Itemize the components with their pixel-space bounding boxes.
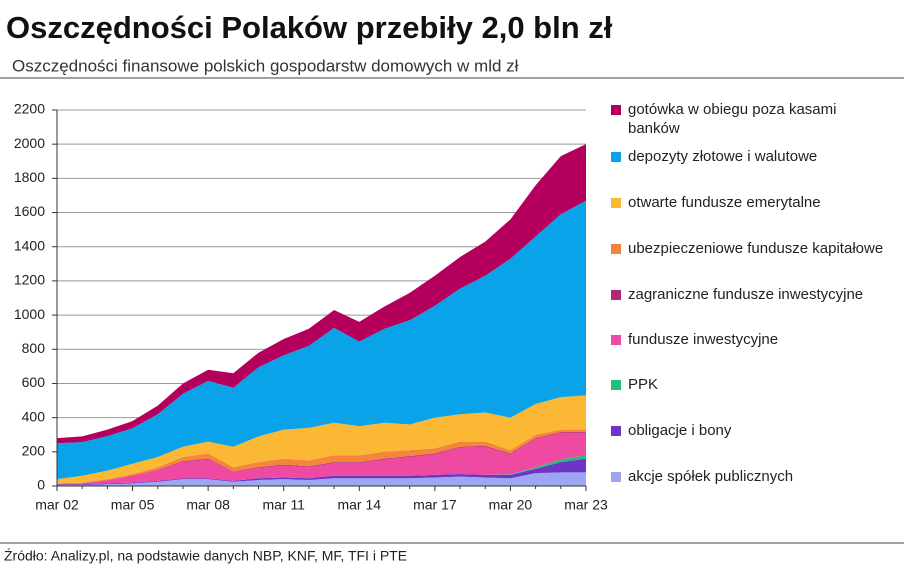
x-tick-label: mar 02 [35,497,79,513]
legend-swatch [611,152,621,162]
x-tick-label: mar 17 [413,497,457,513]
y-tick-label: 1400 [14,237,45,253]
legend-swatch [611,380,621,390]
legend-item: akcje spółek publicznych [611,467,890,486]
legend-item: PPK [611,375,890,394]
area [57,395,586,484]
legend-item: obligacje i bony [611,421,890,440]
legend-item: zagraniczne fundusze inwestycyjne [611,285,890,304]
legend-item: gotówka w obiegu poza kasami banków [611,100,890,138]
y-tick-label: 1000 [14,306,45,322]
x-tick-label: mar 20 [489,497,533,513]
legend-item: depozyty złotowe i walutowe [611,147,890,166]
legend-label: ubezpieczeniowe fundusze kapitałowe [628,240,884,257]
x-tick-label: mar 05 [111,497,155,513]
legend-swatch [611,105,621,115]
legend-label: depozyty złotowe i walutowe [628,148,818,165]
legend-item: ubezpieczeniowe fundusze kapitałowe [611,239,890,258]
legend-label: otwarte fundusze emerytalne [628,194,821,211]
area [57,200,586,480]
legend-label: akcje spółek publicznych [628,468,794,485]
y-tick-label: 800 [22,340,46,356]
legend-swatch [611,290,621,300]
area [57,433,586,485]
legend-item: fundusze inwestycyjne [611,330,890,349]
x-tick-label: mar 14 [337,497,381,513]
chart-subtitle: Oszczędności finansowe polskich gospodar… [12,56,519,75]
y-tick-label: 2000 [14,135,45,151]
x-tick-label: mar 23 [564,497,608,513]
y-tick-label: 200 [22,443,46,459]
legend-swatch [611,244,621,254]
chart-title: Oszczędności Polaków przebiły 2,0 bln zł [6,10,613,45]
y-tick-label: 2200 [14,101,45,117]
legend-swatch [611,198,621,208]
x-tick-label: mar 11 [262,497,305,513]
y-tick-label: 1200 [14,272,45,288]
y-tick-label: 1800 [14,169,45,185]
y-tick-label: 400 [22,408,46,424]
legend-swatch [611,335,621,345]
legend-label: obligacje i bony [628,422,732,439]
x-tick-label: mar 08 [186,497,230,513]
legend-label: fundusze inwestycyjne [628,331,779,348]
legend-label: PPK [628,376,659,393]
legend-swatch [611,426,621,436]
legend-label: gotówka w obiegu poza kasami banków [628,101,837,137]
y-tick-label: 600 [22,374,46,390]
legend-swatch [611,472,621,482]
legend-item: otwarte fundusze emerytalne [611,193,890,212]
y-tick-label: 0 [37,477,45,493]
y-tick-label: 1600 [14,203,45,219]
legend-label: zagraniczne fundusze inwestycyjne [628,286,864,303]
source: Źródło: Analizy.pl, na podstawie danych … [4,548,407,564]
area [57,458,586,486]
